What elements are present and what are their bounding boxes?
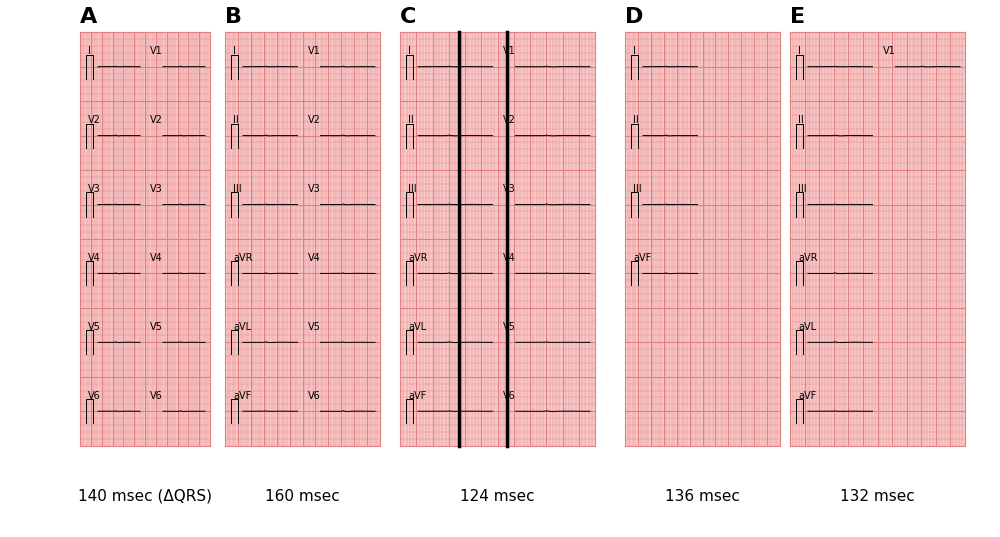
Text: C: C (400, 7, 416, 27)
Text: II: II (633, 115, 639, 125)
Text: V2: V2 (502, 115, 515, 125)
Text: V2: V2 (150, 115, 163, 125)
Text: V6: V6 (308, 390, 320, 401)
Text: V3: V3 (308, 184, 320, 194)
Text: V6: V6 (502, 390, 515, 401)
Text: II: II (408, 115, 414, 125)
Text: 124 msec: 124 msec (460, 489, 535, 504)
Text: III: III (633, 184, 642, 194)
Text: V1: V1 (150, 46, 163, 56)
Text: aVR: aVR (798, 253, 818, 263)
Text: V6: V6 (150, 390, 163, 401)
Text: V1: V1 (502, 46, 515, 56)
Text: V4: V4 (502, 253, 515, 263)
FancyBboxPatch shape (80, 32, 210, 446)
Text: III: III (233, 184, 242, 194)
Text: 136 msec: 136 msec (665, 489, 740, 504)
Text: B: B (225, 7, 242, 27)
FancyBboxPatch shape (790, 32, 965, 446)
Text: II: II (233, 115, 239, 125)
Text: D: D (625, 7, 643, 27)
Text: I: I (233, 46, 236, 56)
Text: III: III (408, 184, 417, 194)
FancyBboxPatch shape (625, 32, 780, 446)
Text: aVF: aVF (798, 390, 816, 401)
Text: V3: V3 (88, 184, 101, 194)
Text: V4: V4 (308, 253, 320, 263)
Text: aVL: aVL (233, 322, 251, 332)
Text: 140 msec (ΔQRS): 140 msec (ΔQRS) (78, 489, 212, 504)
Text: aVL: aVL (408, 322, 426, 332)
Text: I: I (633, 46, 636, 56)
Text: I: I (88, 46, 91, 56)
Text: 160 msec: 160 msec (265, 489, 340, 504)
FancyBboxPatch shape (400, 32, 595, 446)
Text: V1: V1 (883, 46, 895, 56)
Text: V3: V3 (502, 184, 515, 194)
Text: V4: V4 (88, 253, 101, 263)
Text: aVF: aVF (233, 390, 251, 401)
Text: aVF: aVF (408, 390, 426, 401)
Text: A: A (80, 7, 97, 27)
Text: V3: V3 (150, 184, 163, 194)
Text: V5: V5 (150, 322, 163, 332)
Text: V4: V4 (150, 253, 163, 263)
Text: 132 msec: 132 msec (840, 489, 915, 504)
Text: aVL: aVL (798, 322, 816, 332)
Text: V6: V6 (88, 390, 101, 401)
Text: aVF: aVF (633, 253, 651, 263)
Text: V2: V2 (88, 115, 101, 125)
Text: V5: V5 (502, 322, 515, 332)
Text: aVR: aVR (408, 253, 428, 263)
Text: V5: V5 (308, 322, 320, 332)
Text: III: III (798, 184, 807, 194)
Text: E: E (790, 7, 805, 27)
Text: I: I (798, 46, 801, 56)
Text: V2: V2 (308, 115, 320, 125)
Text: aVR: aVR (233, 253, 252, 263)
Text: V5: V5 (88, 322, 101, 332)
FancyBboxPatch shape (225, 32, 380, 446)
Text: I: I (408, 46, 411, 56)
Text: V1: V1 (308, 46, 320, 56)
Text: II: II (798, 115, 804, 125)
